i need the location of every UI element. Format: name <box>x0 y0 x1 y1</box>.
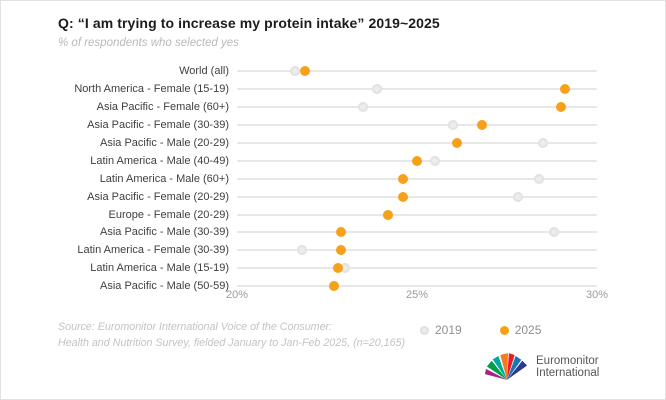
row-track <box>237 259 597 277</box>
data-point-2025 <box>383 209 394 220</box>
table-row: Asia Pacific - Female (20-29) <box>1 188 597 206</box>
row-label: Asia Pacific - Female (30-39) <box>87 119 229 132</box>
row-track <box>237 98 597 116</box>
euromonitor-logo-icon <box>485 353 528 380</box>
row-line <box>237 285 597 288</box>
row-label: Asia Pacific - Male (50-59) <box>100 280 229 293</box>
data-point-2025 <box>451 138 462 148</box>
row-track <box>237 241 597 259</box>
table-row: Asia Pacific - Male (20-29) <box>1 134 597 152</box>
row-line <box>237 267 597 270</box>
row-track <box>237 80 597 98</box>
row-label: North America - Female (15-19) <box>74 83 229 96</box>
row-line <box>237 213 597 216</box>
data-point-2025 <box>300 66 311 77</box>
row-track <box>237 277 597 295</box>
data-point-2019 <box>340 263 350 274</box>
data-point-2019 <box>296 245 307 256</box>
row-label: World (all) <box>179 65 229 78</box>
table-row: North America - Female (15-19) <box>1 80 597 98</box>
row-track <box>237 224 597 242</box>
row-line <box>237 106 597 109</box>
table-row: World (all) <box>1 63 597 81</box>
dot-plot: World (all) North America - Female (15-19… <box>1 63 597 296</box>
legend: 2019 2025 <box>420 323 541 337</box>
table-row: Asia Pacific - Male (50-59) <box>1 277 597 295</box>
data-point-2019 <box>512 191 523 202</box>
row-label: Latin America - Male (40-49) <box>90 154 229 167</box>
row-label: Latin America - Female (30-39) <box>77 244 229 257</box>
source-line-2: Health and Nutrition Survey, fielded Jan… <box>58 337 406 350</box>
row-track <box>237 170 597 188</box>
table-row: Latin America - Male (60+) <box>1 170 597 188</box>
row-line <box>237 142 597 144</box>
row-track <box>237 188 597 206</box>
data-point-2019 <box>358 102 368 113</box>
data-point-2019 <box>538 138 548 148</box>
data-point-2025 <box>397 173 408 184</box>
data-point-2025 <box>556 102 566 113</box>
legend-item-2019: 2019 <box>420 323 462 337</box>
legend-label-2019: 2019 <box>435 323 462 337</box>
row-line <box>237 231 597 234</box>
table-row: Latin America - Male (40-49) <box>1 152 597 170</box>
row-label: Europe - Female (20-29) <box>108 208 229 221</box>
row-label: Latin America - Male (15-19) <box>90 262 229 275</box>
chart-subtitle: % of respondents who selected yes <box>58 37 239 49</box>
row-track <box>237 152 597 170</box>
data-point-2025 <box>412 155 422 166</box>
logo-line-1: Euromonitor <box>536 354 599 367</box>
data-point-2019 <box>430 155 440 166</box>
row-label: Latin America - Male (60+) <box>99 172 229 185</box>
data-point-2025 <box>559 84 570 95</box>
data-point-2019 <box>534 173 545 184</box>
row-line <box>237 195 597 198</box>
data-point-2025 <box>332 263 343 274</box>
x-axis-ticks: 20% 25% 30% <box>226 289 608 303</box>
row-line <box>237 70 597 73</box>
data-point-2025 <box>336 245 347 256</box>
data-point-2025 <box>329 281 340 292</box>
row-label: Asia Pacific - Female (20-29) <box>87 190 229 203</box>
data-point-2025 <box>397 191 408 202</box>
logo-line-2: International <box>536 366 600 379</box>
data-point-2019 <box>372 84 383 95</box>
euromonitor-logo: Euromonitor International <box>485 353 599 380</box>
table-row: Asia Pacific - Male (30-39) <box>1 224 597 242</box>
table-row: Europe - Female (20-29) <box>1 206 597 224</box>
table-row: Asia Pacific - Female (30-39) <box>1 116 597 134</box>
data-point-2019 <box>289 66 300 77</box>
row-line <box>237 177 597 180</box>
table-row: Latin America - Female (30-39) <box>1 241 597 259</box>
row-track <box>237 63 597 81</box>
row-label: Asia Pacific - Male (20-29) <box>100 137 229 149</box>
row-track <box>237 206 597 224</box>
legend-dot-2019-icon <box>420 325 429 335</box>
row-track <box>237 134 597 152</box>
row-line <box>237 249 597 252</box>
x-axis-tick: 20% <box>225 289 249 301</box>
row-label: Asia Pacific - Male (30-39) <box>100 226 229 239</box>
euromonitor-logo-text: Euromonitor International <box>536 355 599 379</box>
legend-item-2025: 2025 <box>499 323 542 337</box>
data-point-2025 <box>336 227 347 238</box>
row-line <box>237 88 597 91</box>
x-axis-tick: 30% <box>585 289 609 301</box>
chart-title: Q: “I am trying to increase my protein i… <box>58 15 440 31</box>
x-axis-tick: 25% <box>405 289 429 301</box>
data-point-2019 <box>448 120 458 131</box>
data-point-2025 <box>476 120 487 131</box>
source-note: Source: Euromonitor International Voice … <box>58 319 405 351</box>
legend-label-2025: 2025 <box>514 323 542 337</box>
row-line <box>237 124 597 127</box>
legend-dot-2025-icon <box>499 325 509 335</box>
source-line-1: Source: Euromonitor International Voice … <box>58 321 333 333</box>
row-label: Asia Pacific - Female (60+) <box>96 101 229 114</box>
table-row: Asia Pacific - Female (60+) <box>1 98 597 116</box>
row-track <box>237 116 597 134</box>
table-row: Latin America - Male (15-19) <box>1 259 597 277</box>
data-point-2019 <box>548 227 559 238</box>
